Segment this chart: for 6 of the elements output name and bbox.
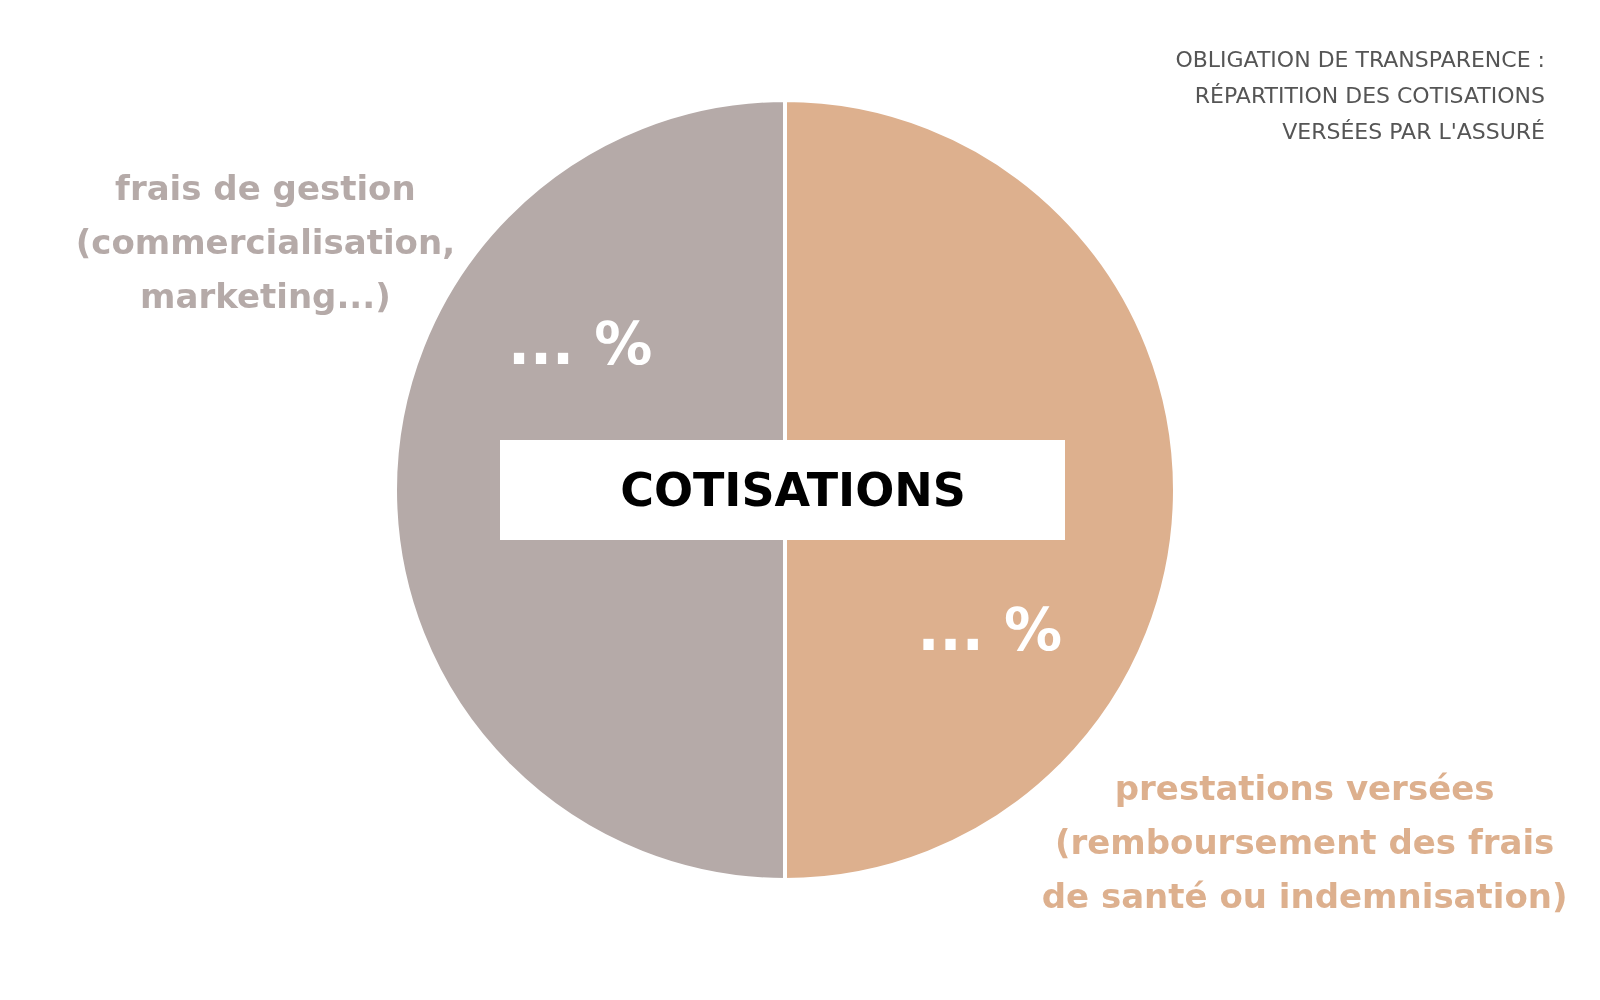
slice-label: prestations versées (remboursement des frais de santé ou indemnisation)	[1041, 768, 1568, 916]
chart-title: OBLIGATION DE TRANSPARENCE : RÉPARTITION DES COTISATIONS VERSÉES PAR L'ASSURÉ	[1175, 47, 1545, 144]
slice-label: frais de gestion (commercialisation, marketing...)	[75, 168, 456, 316]
text: COTISATIONS	[620, 463, 966, 517]
data-label: ... %	[917, 596, 1062, 665]
data-label: ... %	[508, 309, 653, 378]
